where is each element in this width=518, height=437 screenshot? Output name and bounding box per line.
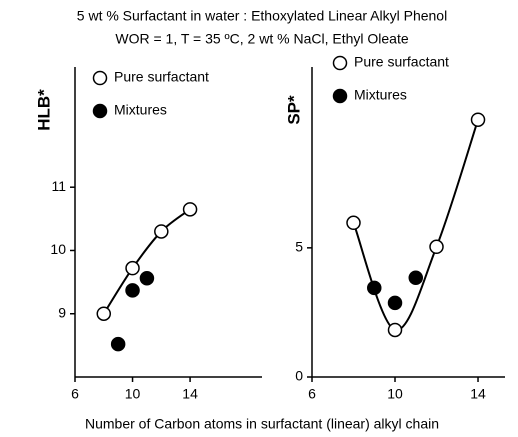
y-axis-label: SP* [284,95,303,125]
point [110,336,126,352]
chart-title: 5 wt % Surfactant in water : Ethoxylated… [77,8,447,24]
x-tick-label: 10 [125,386,141,402]
fit-curve [352,119,479,331]
point [367,280,382,296]
point [408,270,424,286]
x-tick-label: 6 [71,386,79,402]
y-tick-label: 9 [58,304,66,320]
legend-label: Mixtures [114,102,167,118]
point [429,239,444,255]
y-tick-label: 0 [295,368,303,384]
point [346,215,361,231]
x-tick-label: 14 [470,386,486,402]
point [387,322,403,338]
point [470,112,486,127]
point [125,283,140,298]
point [182,202,198,217]
point [154,224,169,239]
x-tick-label: 14 [182,386,198,402]
legend-label: Pure surfactant [114,69,209,85]
legend-label: Mixtures [354,87,407,103]
legend-marker [92,103,108,119]
x-tick-label: 6 [308,386,316,402]
y-axis-label: HLB* [34,89,53,131]
y-tick-label: 10 [50,241,66,257]
point [139,271,155,286]
point [125,260,140,276]
fit-curve [102,208,191,315]
x-axis-label: Number of Carbon atoms in surfactant (li… [85,416,439,432]
x-tick-label: 10 [387,386,403,402]
point [387,295,403,311]
point [96,306,112,321]
y-tick-label: 5 [295,239,303,255]
legend-label: Pure surfactant [354,54,449,70]
legend-marker [92,70,108,86]
legend-marker [332,55,348,71]
y-tick-label: 11 [51,178,66,194]
chart-subtitle: WOR = 1, T = 35 ºC, 2 wt % NaCl, Ethyl O… [115,31,408,47]
legend-marker [332,88,348,104]
